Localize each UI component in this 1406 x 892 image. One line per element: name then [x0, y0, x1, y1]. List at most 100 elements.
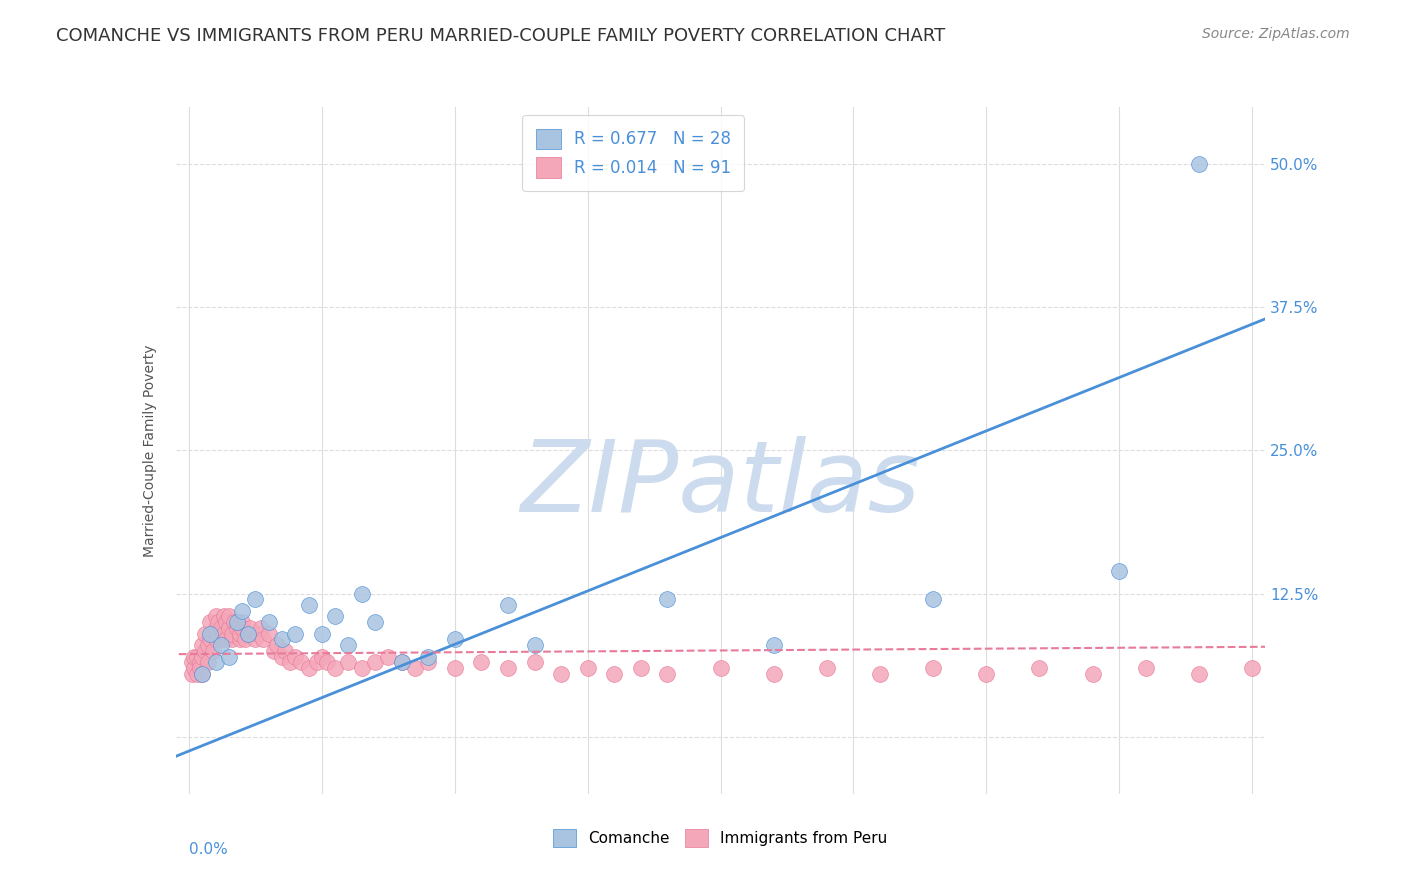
- Point: [922, 592, 945, 607]
- Point: [1188, 666, 1211, 681]
- Point: [1294, 666, 1316, 681]
- Point: [443, 661, 465, 675]
- Point: [350, 661, 373, 675]
- Point: [364, 615, 387, 630]
- Point: [418, 655, 440, 669]
- Point: [186, 666, 208, 681]
- Point: [576, 661, 599, 675]
- Point: [1135, 661, 1157, 675]
- Text: 0.0%: 0.0%: [188, 842, 228, 857]
- Point: [252, 632, 274, 647]
- Point: [218, 609, 240, 624]
- Point: [922, 661, 945, 675]
- Point: [191, 666, 214, 681]
- Point: [212, 626, 235, 640]
- Point: [209, 632, 232, 647]
- Point: [204, 609, 226, 624]
- Point: [266, 638, 288, 652]
- Point: [183, 649, 205, 664]
- Point: [298, 598, 321, 612]
- Point: [311, 626, 333, 640]
- Point: [418, 649, 440, 664]
- Point: [247, 626, 270, 640]
- Point: [180, 666, 202, 681]
- Point: [191, 649, 214, 664]
- Point: [200, 632, 222, 647]
- Text: Source: ZipAtlas.com: Source: ZipAtlas.com: [1202, 27, 1350, 41]
- Point: [180, 655, 202, 669]
- Point: [215, 632, 238, 647]
- Point: [191, 666, 214, 681]
- Point: [869, 666, 891, 681]
- Point: [1347, 661, 1369, 675]
- Point: [218, 621, 240, 635]
- Point: [550, 666, 572, 681]
- Point: [228, 626, 250, 640]
- Point: [1081, 666, 1104, 681]
- Point: [337, 638, 360, 652]
- Point: [236, 626, 259, 640]
- Point: [239, 621, 262, 635]
- Point: [1028, 661, 1050, 675]
- Point: [305, 655, 328, 669]
- Point: [233, 632, 256, 647]
- Point: [197, 638, 219, 652]
- Point: [191, 638, 214, 652]
- Point: [204, 655, 226, 669]
- Point: [278, 655, 301, 669]
- Point: [350, 586, 373, 600]
- Point: [221, 626, 243, 640]
- Point: [194, 644, 217, 658]
- Point: [323, 661, 346, 675]
- Point: [209, 638, 232, 652]
- Point: [231, 604, 253, 618]
- Point: [263, 644, 285, 658]
- Point: [762, 638, 785, 652]
- Point: [224, 615, 246, 630]
- Point: [194, 626, 217, 640]
- Point: [201, 644, 224, 658]
- Point: [1241, 661, 1264, 675]
- Point: [245, 592, 267, 607]
- Point: [249, 621, 271, 635]
- Point: [204, 621, 226, 635]
- Point: [496, 598, 519, 612]
- Point: [391, 655, 413, 669]
- Point: [228, 632, 250, 647]
- Point: [284, 649, 307, 664]
- Point: [186, 649, 208, 664]
- Point: [630, 661, 652, 675]
- Point: [200, 615, 222, 630]
- Point: [815, 661, 838, 675]
- Point: [221, 632, 243, 647]
- Point: [207, 615, 229, 630]
- Point: [209, 621, 232, 635]
- Point: [496, 661, 519, 675]
- Point: [204, 632, 226, 647]
- Point: [290, 655, 312, 669]
- Point: [523, 638, 546, 652]
- Point: [257, 615, 280, 630]
- Point: [603, 666, 626, 681]
- Point: [245, 632, 267, 647]
- Point: [200, 626, 222, 640]
- Point: [201, 626, 224, 640]
- Point: [364, 655, 387, 669]
- Point: [188, 661, 211, 675]
- Point: [218, 649, 240, 664]
- Point: [271, 632, 294, 647]
- Y-axis label: Married-Couple Family Poverty: Married-Couple Family Poverty: [143, 344, 157, 557]
- Point: [404, 661, 426, 675]
- Point: [657, 666, 679, 681]
- Point: [298, 661, 321, 675]
- Point: [1108, 564, 1130, 578]
- Point: [183, 661, 205, 675]
- Point: [231, 615, 253, 630]
- Point: [225, 615, 247, 630]
- Text: ZIPatlas: ZIPatlas: [520, 436, 921, 533]
- Point: [231, 621, 253, 635]
- Point: [316, 655, 339, 669]
- Point: [337, 655, 360, 669]
- Point: [1400, 666, 1406, 681]
- Point: [225, 621, 247, 635]
